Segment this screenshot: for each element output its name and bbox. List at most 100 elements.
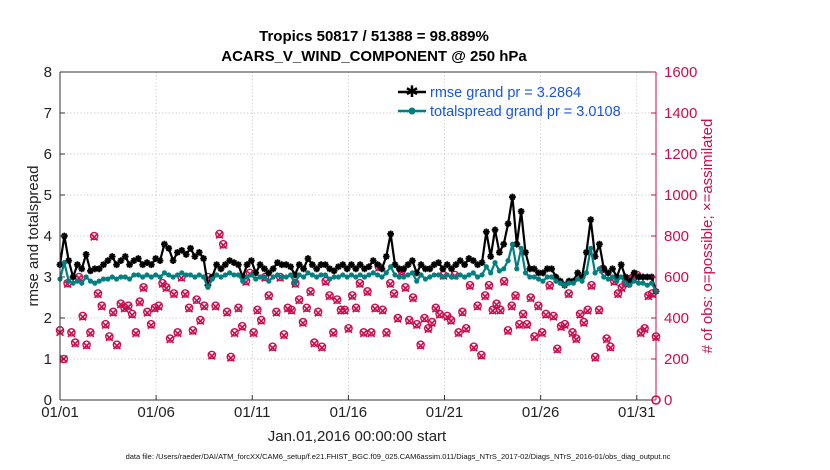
totalspread-point [401,274,407,280]
obs-assimilated-marker [515,321,524,330]
totalspread-point [422,276,429,282]
obs-assimilated-marker [147,321,156,330]
obs-possible-marker [606,342,615,352]
obs-possible-marker [583,305,592,315]
obs-assimilated-cross [128,310,137,319]
obs-assimilated-marker [120,304,129,313]
rmse-point [617,261,625,269]
obs-possible-marker [363,287,372,296]
obs-possible-marker [86,328,95,337]
y-tick-right-label: 400 [664,310,689,327]
obs-possible-marker [211,301,220,311]
obs-assimilated-cross [196,317,205,326]
totalspread-point [131,272,137,278]
obs-assimilated-marker [181,290,190,299]
obs-assimilated-marker [553,345,562,354]
rmse-point [456,257,464,265]
obs-assimilated-marker [386,280,395,289]
obs-assimilated-marker [367,329,376,338]
rmse-point [443,261,451,269]
obs-possible-marker [503,325,513,335]
obs-possible-marker [393,313,403,323]
obs-possible-marker [226,352,236,362]
rmse-point [622,273,629,281]
obs-possible-marker [237,321,247,331]
obs-assimilated-cross [192,296,201,305]
obs-assimilated-marker [481,292,490,301]
obs-assimilated-marker [572,335,581,344]
totalspread-point [83,274,89,280]
obs-assimilated-marker [614,290,623,299]
obs-assimilated-marker [185,304,194,313]
rmse-point [291,271,299,279]
obs-assimilated-marker [473,302,482,311]
obs-assimilated-cross [393,315,402,323]
totalspread-point [522,270,529,276]
totalspread-point [61,260,67,266]
rmse-point [530,265,538,273]
obs-possible-marker [101,319,110,329]
obs-possible-marker [435,309,444,319]
obs-assimilated-cross [181,290,190,299]
obs-assimilated-marker [128,310,137,319]
obs-assimilated-marker [105,333,114,342]
totalspread-point [183,272,189,278]
totalspread-point [618,274,624,280]
totalspread-point [635,280,642,286]
x-tick-label: 01/26 [522,404,560,421]
obs-assimilated-marker [219,241,228,250]
totalspread-point [640,280,646,286]
obs-assimilated-marker [530,333,539,342]
obs-assimilated-marker [272,308,281,317]
obs-assimilated-cross [515,321,524,330]
rmse-point [269,265,277,273]
obs-possible-marker [423,323,433,333]
obs-possible-marker [70,338,80,347]
rmse-point [82,251,90,258]
obs-possible-marker [560,319,570,329]
obs-possible-marker [146,319,156,329]
obs-possible-marker [279,330,289,339]
totalspread-point [153,272,159,278]
obs-assimilated-marker [268,343,277,352]
obs-assimilated-cross [363,288,372,297]
obs-assimilated-cross [188,327,197,336]
obs-assimilated-marker [223,308,231,317]
obs-assimilated-marker [435,310,444,319]
totalspread-point [292,280,298,286]
obs-assimilated-cross [249,329,258,338]
totalspread-point [135,272,141,278]
obs-assimilated-marker [139,284,148,293]
obs-assimilated-cross [264,292,273,301]
obs-possible-marker [366,328,376,337]
totalspread-point [166,272,172,278]
obs-possible-marker [378,305,387,315]
y-axis-right-label: # of obs: o=possible; ×=assimilated [699,119,716,354]
obs-assimilated-cross [253,306,262,315]
obs-assimilated-marker [150,304,159,313]
obs-assimilated-marker [390,290,399,299]
obs-possible-marker [370,303,380,313]
obs-assimilated-marker [583,306,592,315]
obs-possible-marker [302,303,312,313]
obs-assimilated-cross [352,304,361,313]
x-tick-label: 01/21 [426,404,464,421]
y-tick-left-label: 1 [44,351,52,368]
obs-assimilated-cross [485,282,493,291]
totalspread-point [205,284,211,290]
obs-possible-marker [135,297,145,306]
y-tick-left-label: 7 [44,105,52,122]
axes: 01/01 01/06 01/11 01/16 01/21 01/26 01/31 0 1 2 3 4… [41,64,697,421]
obs-possible-marker [264,291,274,300]
rmse-point [413,269,421,277]
obs-assimilated-cross [211,302,220,311]
rmse-point [248,257,255,265]
obs-possible-marker [124,301,133,311]
totalspread-point [514,266,520,272]
totalspread-point [87,278,94,284]
y-tick-left-label: 8 [44,64,52,81]
rmse-point [217,265,225,273]
obs-possible-marker [408,293,418,302]
obs-assimilated-marker [302,304,311,313]
obs-assimilated-marker [109,308,118,317]
